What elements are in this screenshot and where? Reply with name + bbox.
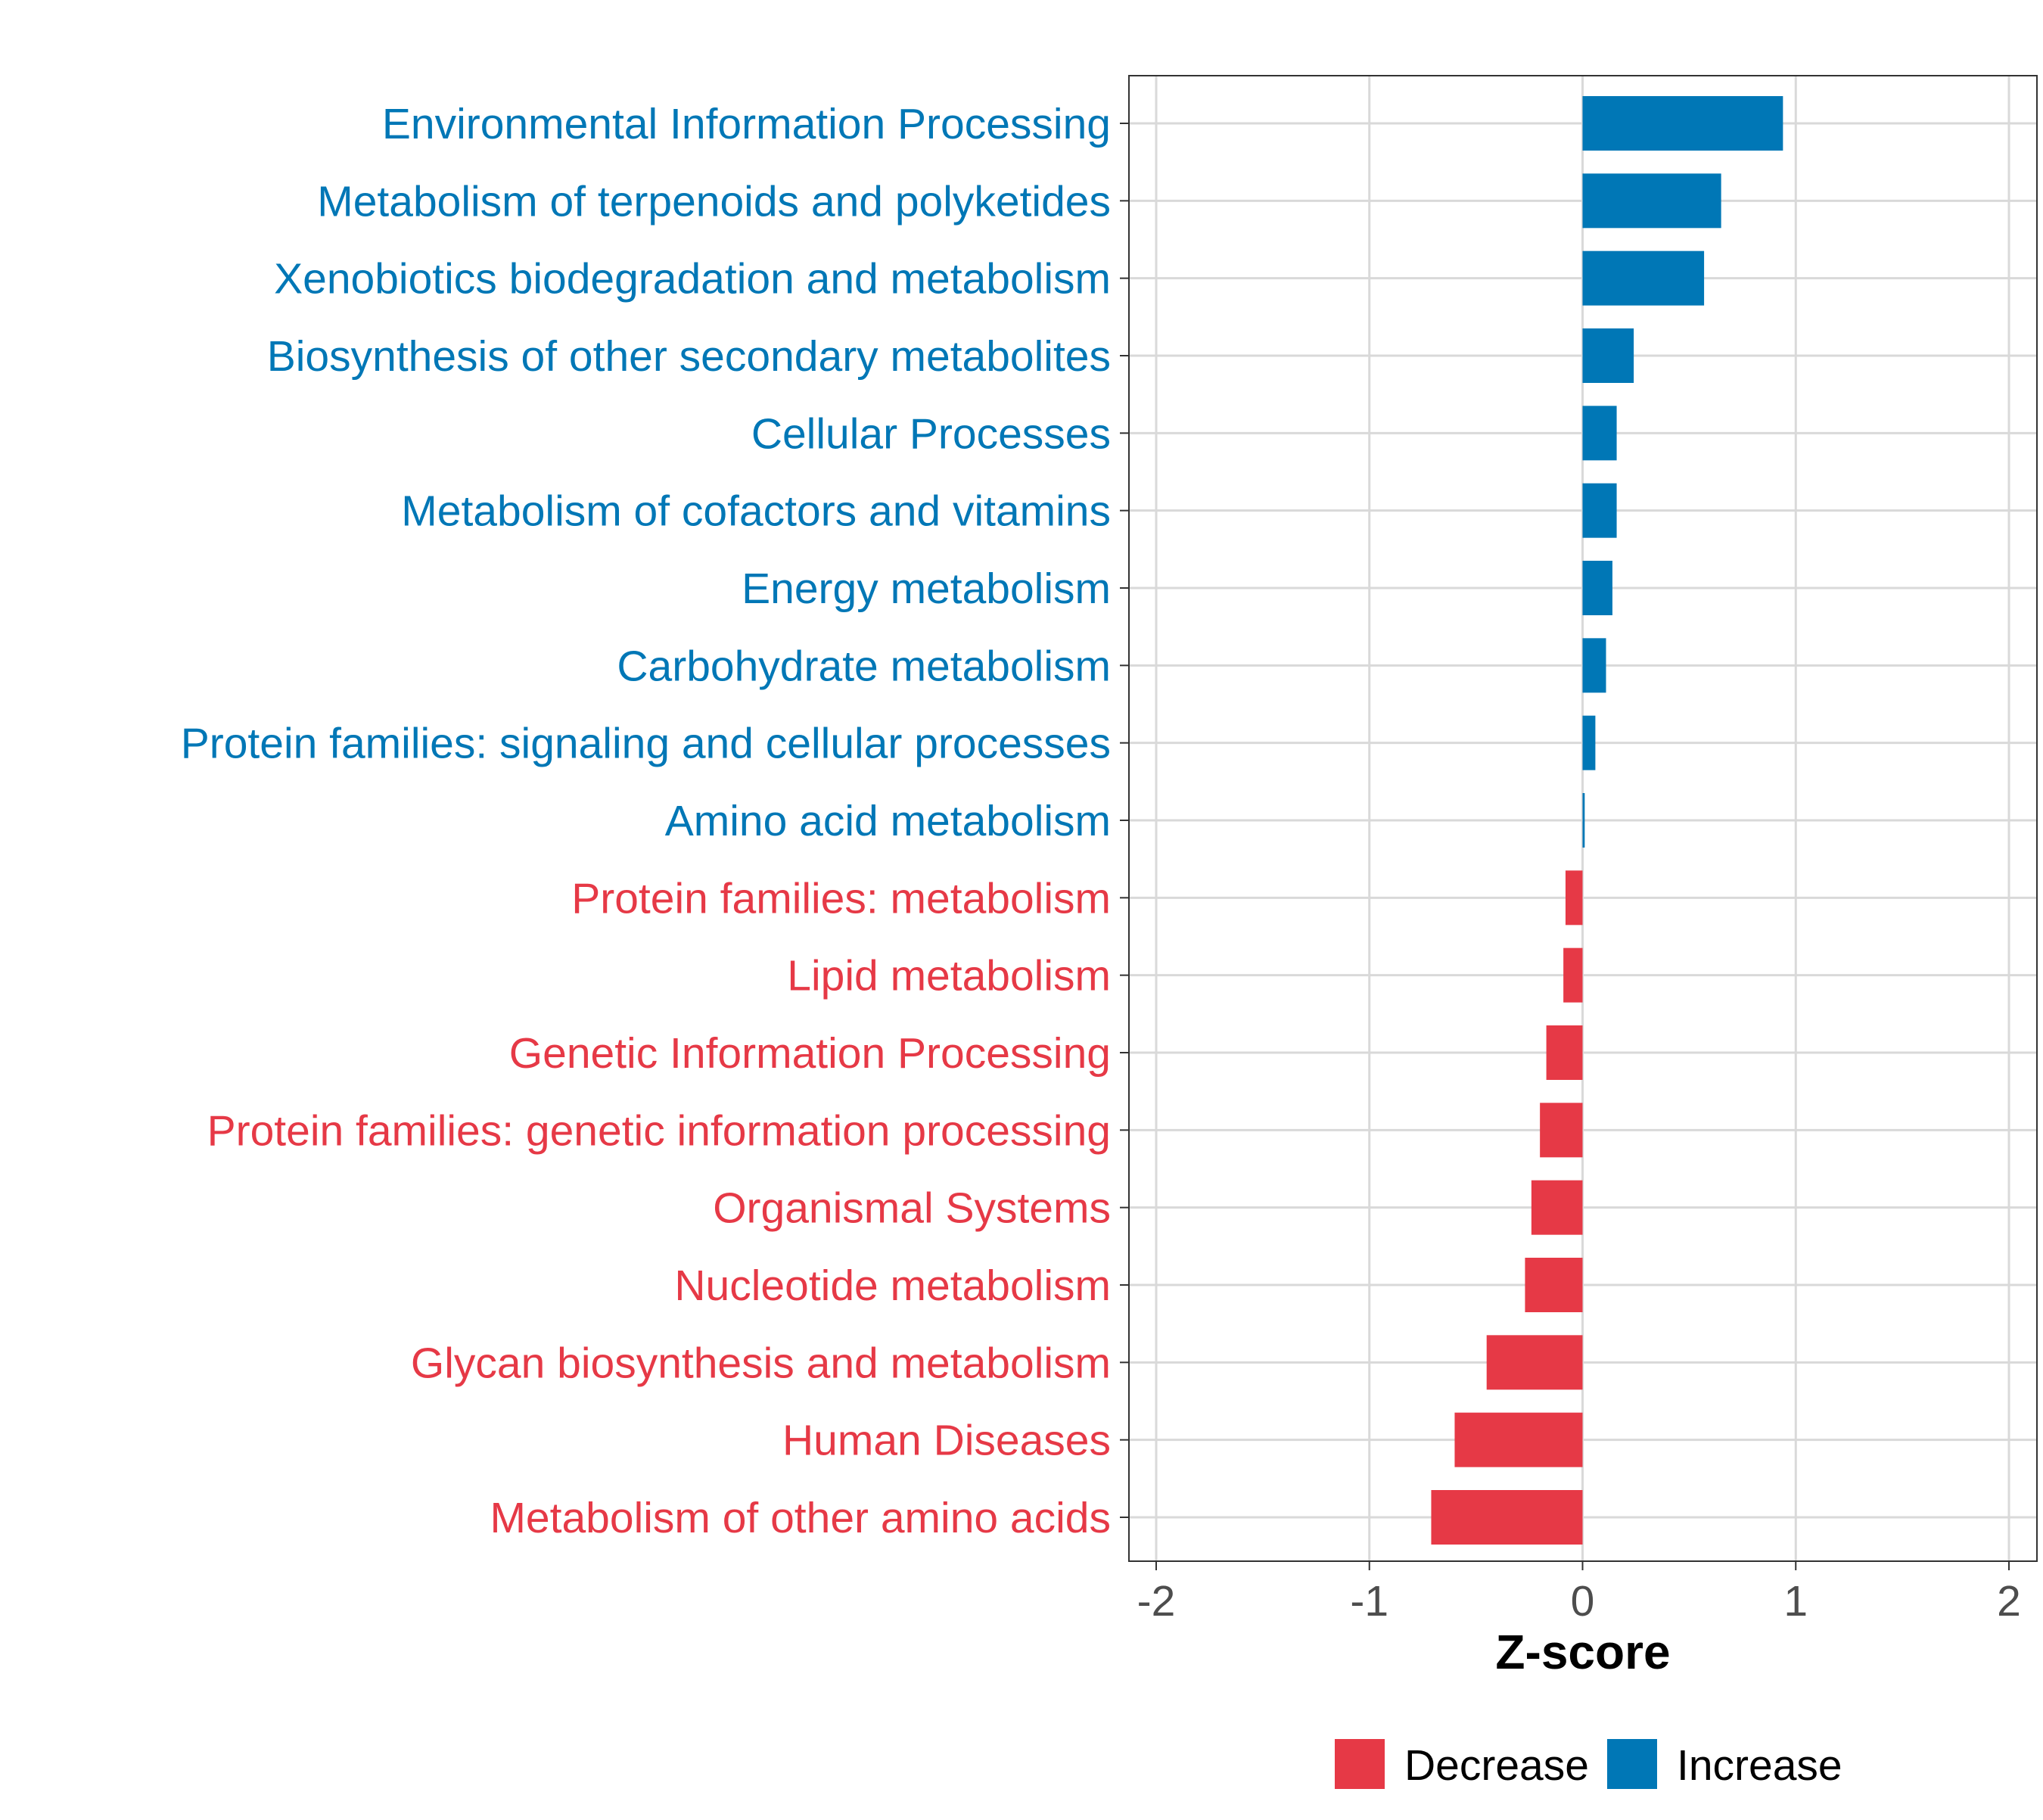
bar [1582,561,1612,615]
x-axis-labels: -2 -1 0 1 2 [1137,1577,2021,1626]
y-tick-label: Protein families: metabolism [571,874,1111,922]
legend-key-increase [1607,1739,1657,1789]
y-tick-label: Metabolism of terpenoids and polyketides [317,177,1111,226]
x-tick-label: -1 [1350,1577,1388,1626]
y-tick-label: Organismal Systems [713,1184,1111,1233]
x-tick-label: 0 [1571,1577,1595,1626]
y-tick-label: Lipid metabolism [787,952,1111,1000]
bar [1563,947,1583,1003]
bar-layer [1431,96,1783,1545]
legend: Decrease Increase [1335,1739,1842,1790]
bar [1582,173,1721,229]
y-tick-label: Biosynthesis of other secondary metaboli… [267,332,1111,381]
y-tick-label: Xenobiotics biodegradation and metabolis… [274,255,1111,303]
y-tick-label: Metabolism of cofactors and vitamins [401,487,1111,536]
y-tick-label: Energy metabolism [742,565,1111,613]
legend-key-decrease [1335,1739,1385,1789]
x-axis-title: Z-score [1495,1625,1670,1679]
bar [1540,1103,1583,1158]
bar [1582,638,1606,693]
bar [1431,1490,1583,1545]
bar [1582,250,1705,306]
x-tick-label: -2 [1137,1577,1176,1626]
y-tick-label: Human Diseases [782,1417,1111,1465]
y-tick-label: Nucleotide metabolism [674,1262,1111,1310]
bar [1546,1025,1583,1080]
x-tick-label: 2 [1997,1577,2021,1626]
y-tick-label: Protein families: signaling and cellular… [181,720,1111,768]
y-tick-label: Amino acid metabolism [665,797,1111,845]
y-tick-label: Carbohydrate metabolism [617,642,1111,690]
bar [1582,96,1783,151]
y-axis-labels: Environmental Information Processing Meta… [181,100,1111,1542]
legend-label-increase: Increase [1677,1741,1842,1790]
bar [1565,870,1583,926]
bar [1582,793,1585,848]
y-axis-ticks [1120,123,1129,1518]
y-tick-label: Genetic Information Processing [509,1029,1111,1078]
bar [1582,715,1596,770]
y-tick-label: Metabolism of other amino acids [490,1494,1111,1542]
bar [1582,328,1634,383]
bar [1582,483,1617,538]
bar [1486,1335,1583,1390]
bar [1454,1412,1583,1467]
y-tick-label: Cellular Processes [751,409,1111,458]
bar [1582,406,1617,461]
bar [1531,1180,1583,1235]
y-tick-label: Protein families: genetic information pr… [207,1106,1111,1155]
bar [1525,1258,1583,1312]
legend-label-decrease: Decrease [1404,1741,1589,1790]
y-tick-label: Environmental Information Processing [382,100,1111,148]
y-tick-label: Glycan biosynthesis and metabolism [411,1339,1111,1387]
x-axis-ticks [1155,1561,2010,1570]
x-tick-label: 1 [1783,1577,1808,1626]
